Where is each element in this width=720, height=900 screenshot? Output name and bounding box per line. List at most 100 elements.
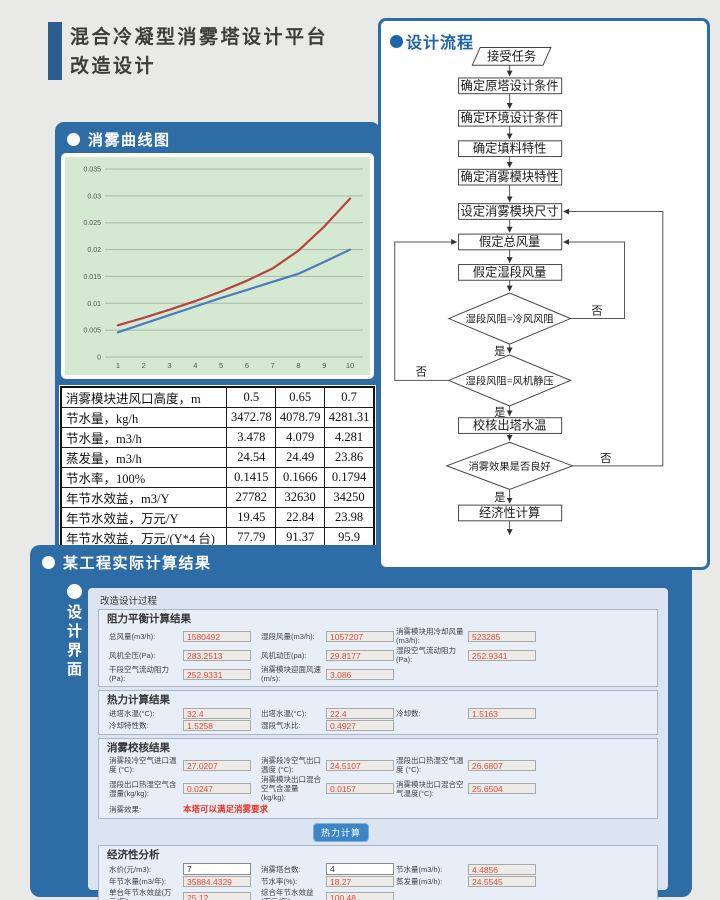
page-title-block: 混合冷凝型消雾塔设计平台 改造设计 [70,23,328,81]
svg-text:7: 7 [271,361,275,370]
flow-node-label: 确定消雾模块特性 [461,169,559,184]
field-label: 消雾模块迎面风速(m/s): [261,665,321,683]
field-readonly-value: 24.5107 [326,759,394,771]
field-readonly-value: 1.5163 [468,708,536,719]
svg-text:0.02: 0.02 [87,247,101,254]
result-table-box: 消雾模块进风口高度，m 0.5 0.65 0.7 节水量，kg/h 3472.78 4078… [59,385,376,549]
svg-text:2: 2 [142,361,146,370]
table-row-label: 年节水效益，万元/Y [60,507,228,528]
table-row-label: 消雾模块进风口高度，m [60,386,228,408]
table-row: 年节水效益，m3/Y 27782 32630 34250 [60,487,375,508]
field-label: 风机全压(Pa): [109,650,156,660]
flow-no-label: 否 [416,367,427,379]
table-cell-value: 19.45 [226,507,277,528]
form-sections: 阻力平衡计算结果 总风量(m3/h): 1580492 湿段风量(m3/h): 1057… [88,609,668,900]
table-cell-value: 23.98 [324,507,375,528]
field-label: 单台年节水效益(万元/年): [109,888,172,900]
field-readonly-value: 18.27 [326,876,394,887]
svg-text:3: 3 [167,361,171,370]
field-row: 进塔水温(°C): 32.4 出塔水温(°C): 22.4 冷却数: 1.5163 [99,708,657,719]
project-results-panel: 某工程实际计算结果 设计界面 改造设计过程 阻力平衡计算结果 总风量(m3/h):… [30,545,692,900]
field-label: 年节水量(m3/年): [109,877,167,886]
field-label: 消雾模块用冷却风量 (m3/h): [396,627,464,645]
flow-node-label: 确定原塔设计条件 [461,78,559,93]
curve-panel-title: 消雾曲线图 [88,132,171,149]
calc-form: 改造设计过程 阻力平衡计算结果 总风量(m3/h): 1580492 湿段风量(m3/… [88,588,668,900]
field-readonly-value: 1580492 [183,630,251,642]
flow-yes-label: 是 [494,345,505,358]
svg-text:8: 8 [296,361,300,370]
field-label: 进塔水温(°C): [109,709,155,718]
field-row: 干段空气流动阻力(Pa): 252.9331 消雾模块迎面风速(m/s): 3.086 [99,665,657,683]
sidebar-design-ui-label: 设计界面 [65,604,82,680]
svg-text:6: 6 [245,361,249,370]
svg-text:0.035: 0.035 [83,167,101,174]
field-row: 冷却特性数: 1.5258 湿段气水比: 0.4927 [99,720,657,731]
field-result-text: 本塔可以满足消雾要求 [183,804,269,814]
field-readonly-value: 4.4856 [468,863,536,875]
field-input[interactable] [183,863,251,875]
results-panel-header: 某工程实际计算结果 [30,545,692,573]
flow-yes-label: 是 [494,491,505,504]
flow-node-label: 接受任务 [487,48,536,63]
section-title: 热力计算结果 [107,694,170,706]
table-cell-value: 0.1666 [275,467,326,488]
flow-node-label: 消雾效果是否良好 [468,460,550,473]
field-label: 总风量(m3/h): [109,631,156,641]
title-accent-bar [48,22,62,80]
table-cell-value: 4078.79 [275,407,326,428]
field-label: 湿段气水比: [261,721,301,730]
field-label: 节水率(%): [261,877,298,886]
results-panel-title: 某工程实际计算结果 [63,555,212,572]
field-label: 综合年节水效益(万元/年): [261,888,314,900]
field-label: 湿段风量(m3/h): [261,631,315,641]
tab-retrofit-design-process[interactable]: 改造设计过程 [100,596,158,607]
field-label: 消雾效果: [109,804,142,814]
flow-connectors [394,65,664,536]
svg-text:0.005: 0.005 [83,328,101,335]
field-label: 蒸发量(m3/h): [396,877,443,886]
table-row-label: 年节水效益，m3/Y [60,487,228,508]
fog-curve-chart: 0 0.005 0.01 0.015 0.02 0.025 0.03 0.035 1 2 3 4 5 6 7… [61,153,374,379]
field-row: 年节水量(m3/年): 35884.4329 节水率(%): 18.27 蒸发量(m3/… [99,876,657,887]
field-readonly-value: 523285 [468,630,536,642]
result-table: 消雾模块进风口高度，m 0.5 0.65 0.7 节水量，kg/h 3472.78 4078… [60,386,375,549]
table-row: 节水量，m3/h 3.478 4.079 4.281 [60,427,375,448]
field-readonly-value: 252.9341 [468,649,536,661]
field-input[interactable] [326,863,394,875]
flow-yes-label: 是 [494,406,505,419]
section-fog-check: 消雾校核结果 消雾段冷空气进口温度 (°C): 27.0207 消雾段冷空气出口温度 … [98,738,658,819]
flow-decision-shape [447,292,572,345]
table-row-label: 蒸发量，m3/h [60,447,228,468]
svg-text:0.025: 0.025 [83,220,101,227]
flow-node-label: 假定湿段风量 [473,264,547,279]
field-label: 消雾模块出口混合空气温度(°C): [396,779,464,798]
field-readonly-value: 0.0157 [326,783,394,794]
table-cell-value: 3472.78 [226,407,277,428]
field-readonly-value: 3.086 [326,668,394,680]
section-title: 经济性分析 [107,849,160,861]
field-label: 消雾塔台数: [261,864,301,874]
circle-bullet-icon [390,34,403,48]
table-cell-value: 4281.31 [324,407,375,428]
table-cell-value: 0.1794 [324,467,375,488]
table-row: 节水率，100% 0.1415 0.1666 0.1794 [60,467,375,488]
thermal-calc-button[interactable]: 热力计算 [313,823,370,842]
table-cell-value: 0.65 [275,386,326,408]
table-cell-value: 32630 [275,487,326,508]
flow-node-label: 确定填料特性 [473,141,547,156]
flow-decision-shape [447,354,572,407]
fog-curve-chart-svg: 0 0.005 0.01 0.015 0.02 0.025 0.03 0.035 1 2 3 4 5 6 7… [65,157,370,375]
flow-node-label: 湿段风阻=风机静压 [466,374,554,387]
table-cell-value: 22.84 [275,507,326,528]
page-title: 混合冷凝型消雾塔设计平台 [70,27,329,48]
table-cell-value: 24.49 [275,447,326,468]
field-readonly-value: 32.4 [183,708,251,719]
table-row: 节水量，kg/h 3472.78 4078.79 4281.31 [60,407,375,428]
flow-decision-shape [445,441,574,490]
flow-node-label: 设定消雾模块尺寸 [461,203,559,218]
flow-node-label: 假定总风量 [479,234,540,249]
field-readonly-value: 252.9331 [183,668,251,680]
field-label: 消雾段冷空气出口温度 (°C): [261,756,321,774]
